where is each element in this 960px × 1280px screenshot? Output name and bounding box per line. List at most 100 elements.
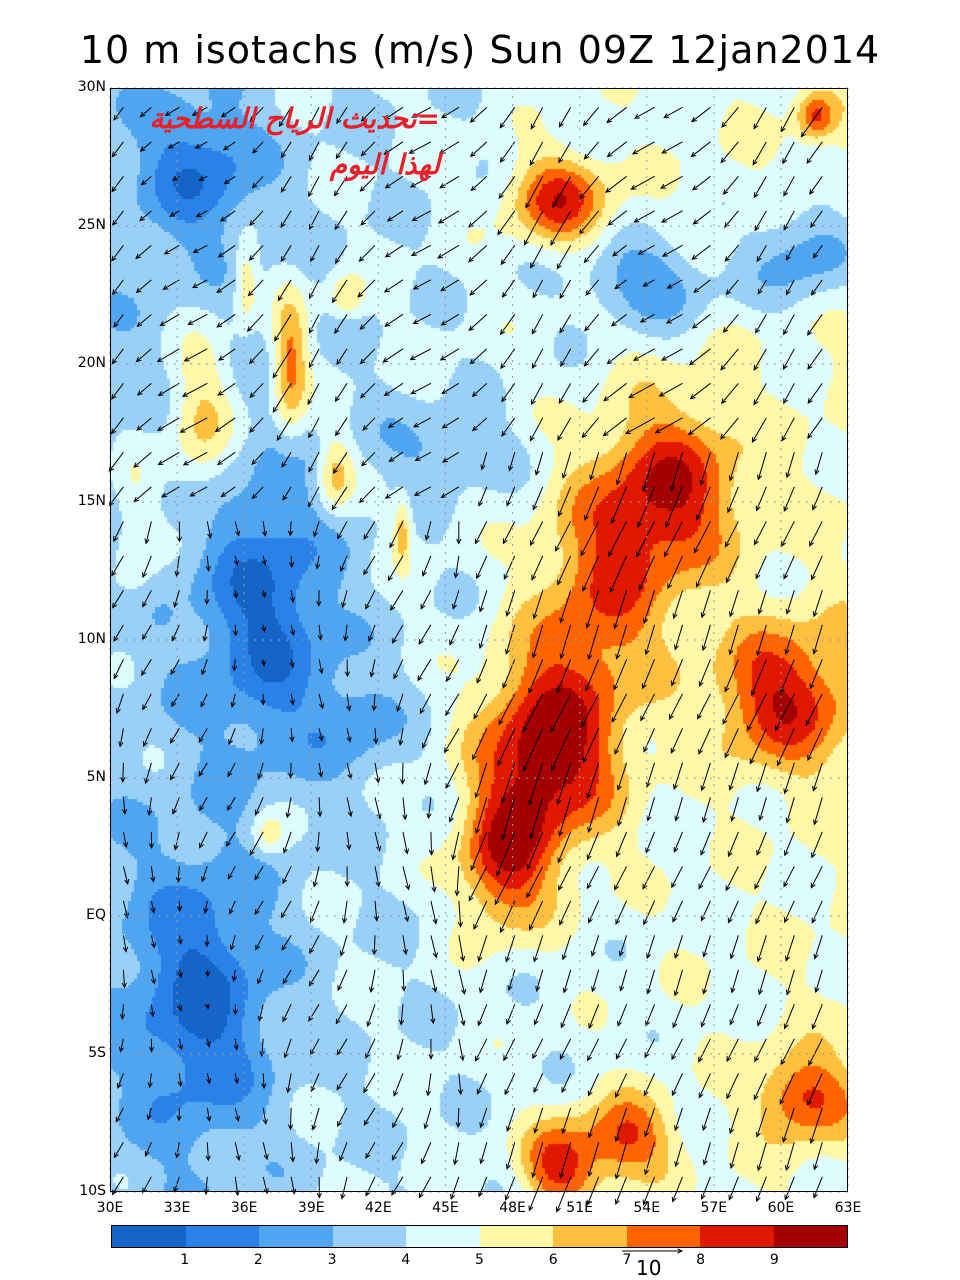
wind-vector [113, 659, 124, 680]
wind-vector [439, 348, 460, 361]
wind-vector [233, 590, 239, 599]
wind-vector [784, 624, 795, 655]
wind-vector [204, 590, 210, 605]
wind-vector [113, 314, 124, 328]
wind-vector [561, 1073, 572, 1094]
wind-vector [409, 348, 432, 361]
wind-vector [725, 555, 739, 584]
wind-vector [503, 555, 516, 581]
wind-vector [311, 1107, 320, 1131]
wind-vector [756, 245, 767, 263]
wind-vector [780, 107, 795, 133]
wind-vector [200, 693, 208, 708]
wind-vector [443, 728, 460, 754]
wind-vector [203, 900, 209, 914]
wind-vector [728, 590, 739, 618]
wind-vector [812, 590, 823, 618]
wind-vector [204, 1003, 210, 1010]
wind-vector [529, 141, 544, 167]
wind-vector [783, 762, 795, 795]
wind-vector [120, 1004, 126, 1020]
wind-vector [698, 1038, 711, 1063]
wind-vector [783, 383, 795, 405]
wind-vector [360, 141, 376, 157]
wind-vector [506, 1004, 516, 1025]
wind-vector [529, 797, 544, 840]
lat-label: 20N [77, 355, 106, 371]
wind-vector [671, 1176, 683, 1203]
wind-vector [388, 451, 404, 463]
wind-vector [272, 383, 292, 413]
wind-vector [633, 210, 655, 223]
wind-vector [339, 1142, 348, 1162]
wind-vector [751, 417, 767, 444]
wind-vector [531, 314, 544, 335]
wind-vector [700, 831, 711, 856]
wind-vector [529, 417, 544, 442]
wind-vector [218, 348, 236, 361]
wind-vector [144, 762, 152, 785]
wind-vector [139, 106, 152, 118]
wind-vector [528, 900, 544, 931]
wind-vector [227, 762, 236, 778]
wind-vector [458, 1038, 465, 1062]
lon-label: 30E [96, 1200, 124, 1216]
wind-vector [189, 486, 208, 497]
wind-vector [289, 659, 295, 669]
wind-vector [282, 1004, 292, 1023]
wind-vector [201, 866, 208, 883]
wind-vector [775, 693, 795, 732]
wind-vector [277, 279, 292, 302]
wind-vector [750, 659, 767, 697]
wind-vector [412, 313, 432, 325]
wind-vector [783, 210, 795, 231]
wind-vector [205, 1142, 211, 1162]
wind-vector [198, 762, 208, 777]
wind-vector [523, 210, 544, 246]
wind-vector [392, 624, 404, 644]
map-frame [110, 88, 848, 1192]
wind-vector [136, 382, 152, 396]
wind-vector [451, 590, 460, 610]
wind-vector [148, 831, 155, 850]
wind-vector [262, 1142, 269, 1161]
lon-label: 36E [230, 1200, 258, 1216]
wind-vector [316, 590, 322, 607]
wind-vector [156, 417, 180, 431]
wind-vector [363, 555, 376, 576]
wind-vector [122, 866, 130, 886]
wind-vector [642, 866, 655, 890]
wind-vector [445, 762, 460, 790]
wind-vector [583, 141, 600, 160]
wind-vector [480, 452, 488, 471]
wind-vector [809, 176, 823, 195]
wind-vector [811, 831, 823, 859]
wind-vector [809, 521, 823, 547]
wind-vector [499, 107, 516, 129]
wind-vector [753, 383, 767, 406]
wind-vector [479, 1107, 488, 1129]
wind-vector [398, 728, 404, 746]
wind-vector [280, 900, 292, 919]
chart-title: 10 m isotachs (m/s) Sun 09Z 12jan2014 [79, 28, 881, 72]
wind-vector [584, 313, 600, 332]
wind-vector [635, 521, 655, 558]
wind-vector [688, 348, 711, 366]
wind-vector [661, 244, 683, 257]
wind-vector [643, 1073, 656, 1097]
wind-vector [469, 106, 488, 123]
wind-vector [615, 624, 628, 660]
wind-vector [365, 1176, 376, 1197]
wind-vector [783, 866, 795, 888]
wind-vector [452, 1142, 460, 1166]
wind-vector [281, 452, 292, 468]
wind-vector [317, 797, 323, 818]
wind-vector [440, 106, 460, 119]
wind-vector [640, 693, 655, 722]
wind-vector [581, 693, 600, 728]
wind-vector [171, 624, 180, 642]
wind-vector [756, 935, 767, 963]
wind-vector [779, 1073, 795, 1106]
wind-vector [727, 900, 739, 924]
wind-vector [478, 590, 488, 613]
